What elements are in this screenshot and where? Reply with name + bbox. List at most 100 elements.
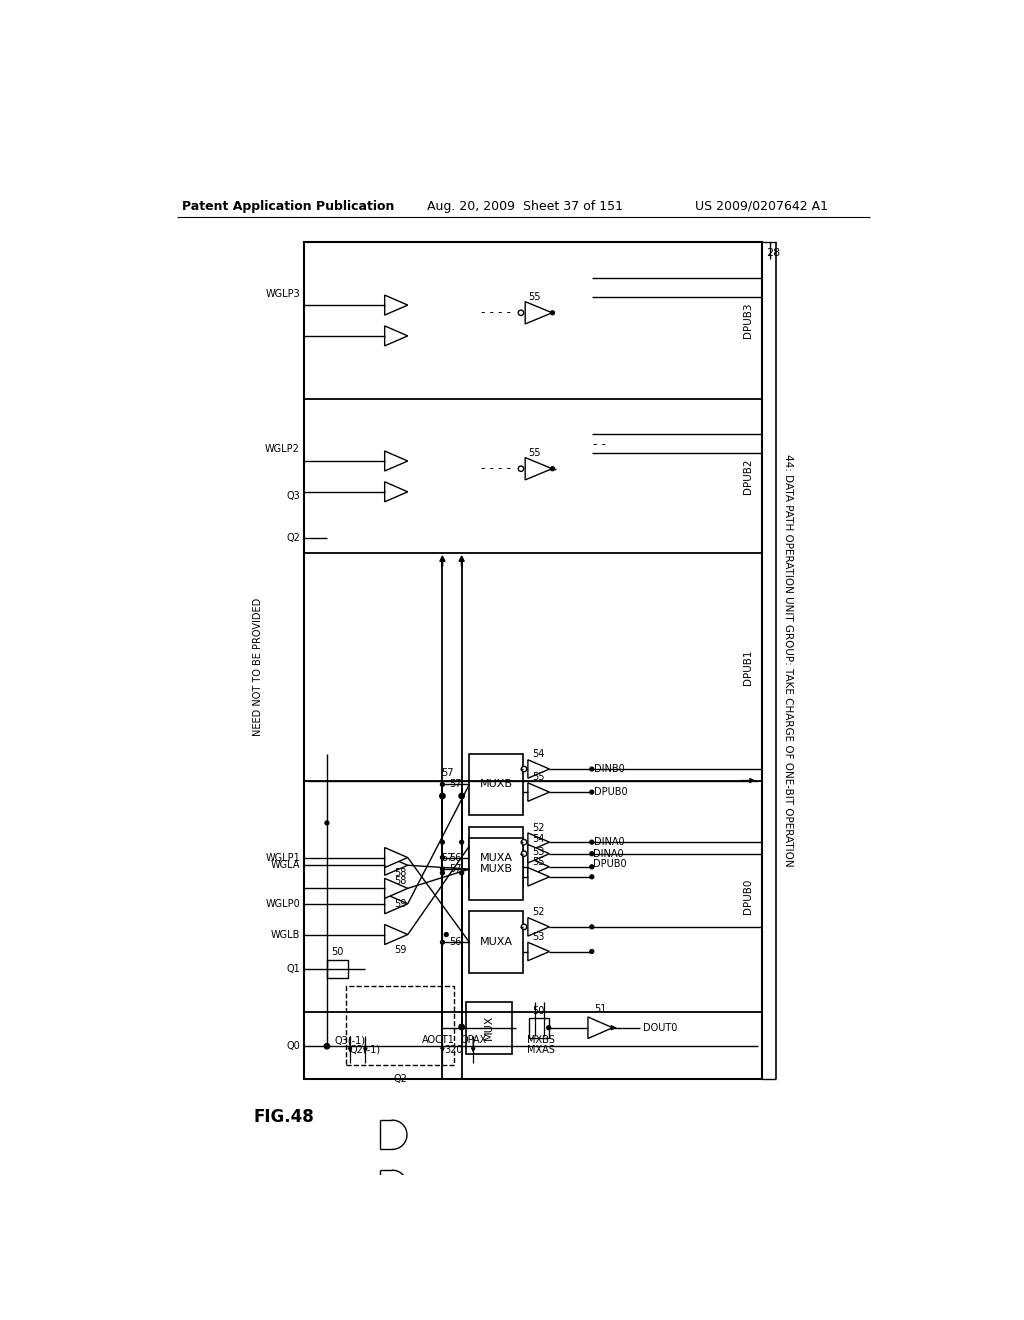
- Polygon shape: [385, 924, 408, 945]
- Bar: [327, 960, 348, 978]
- Circle shape: [440, 841, 444, 843]
- Circle shape: [440, 783, 444, 787]
- Polygon shape: [525, 458, 552, 480]
- Text: 320: 320: [444, 1045, 463, 1055]
- Text: MUXA: MUXA: [480, 853, 513, 862]
- Text: - - - -: - - - -: [481, 306, 511, 319]
- Circle shape: [521, 767, 526, 772]
- Polygon shape: [528, 917, 550, 936]
- Text: Q2(-1): Q2(-1): [350, 1044, 381, 1055]
- Circle shape: [590, 767, 594, 771]
- Polygon shape: [385, 482, 408, 502]
- Text: Aug. 20, 2009  Sheet 37 of 151: Aug. 20, 2009 Sheet 37 of 151: [427, 199, 623, 213]
- Text: WGLP2: WGLP2: [265, 445, 300, 454]
- Bar: [469, 911, 523, 973]
- Text: Patent Application Publication: Patent Application Publication: [182, 199, 394, 213]
- Text: 57: 57: [441, 853, 454, 862]
- Polygon shape: [528, 867, 550, 886]
- Text: AOCT1: AOCT1: [422, 1035, 455, 1045]
- Circle shape: [440, 855, 444, 859]
- Text: 53: 53: [532, 847, 545, 857]
- Bar: [469, 838, 523, 900]
- Circle shape: [521, 851, 526, 857]
- Text: Q2: Q2: [393, 1074, 407, 1084]
- Circle shape: [439, 1024, 445, 1030]
- Polygon shape: [385, 296, 408, 315]
- Circle shape: [518, 310, 523, 315]
- Text: 55: 55: [532, 857, 545, 867]
- Bar: [469, 826, 523, 888]
- Text: 51: 51: [594, 1005, 606, 1014]
- Text: DINA0: DINA0: [594, 837, 625, 847]
- Circle shape: [439, 793, 445, 799]
- Circle shape: [440, 871, 444, 875]
- Text: NEED NOT TO BE PROVIDED: NEED NOT TO BE PROVIDED: [253, 598, 262, 737]
- Text: 53: 53: [532, 932, 545, 942]
- Text: 59: 59: [394, 899, 407, 908]
- Text: MXAS: MXAS: [527, 1045, 555, 1055]
- Circle shape: [590, 851, 594, 855]
- Circle shape: [590, 925, 594, 929]
- Polygon shape: [385, 326, 408, 346]
- Text: Q3: Q3: [287, 491, 300, 500]
- Text: 56: 56: [450, 853, 462, 862]
- Text: 52: 52: [532, 822, 545, 833]
- Text: FIG.48: FIG.48: [254, 1107, 314, 1126]
- Text: 57: 57: [441, 768, 454, 777]
- Text: WGLP1: WGLP1: [265, 853, 300, 862]
- Text: 50: 50: [532, 1006, 545, 1016]
- Circle shape: [521, 924, 526, 929]
- Text: MUXB: MUXB: [480, 865, 513, 874]
- Circle shape: [590, 841, 594, 843]
- Text: OPAX: OPAX: [460, 1035, 486, 1045]
- Polygon shape: [588, 1016, 612, 1039]
- Text: 54: 54: [532, 834, 545, 843]
- Text: 55: 55: [528, 449, 541, 458]
- Polygon shape: [385, 855, 408, 875]
- Text: WGLP0: WGLP0: [265, 899, 300, 908]
- Text: DPUB3: DPUB3: [743, 302, 753, 338]
- Circle shape: [590, 949, 594, 953]
- Text: - -: - -: [593, 437, 606, 450]
- Polygon shape: [525, 302, 552, 323]
- Bar: [469, 754, 523, 816]
- Text: 59: 59: [394, 945, 407, 954]
- Text: DPUB0: DPUB0: [593, 859, 627, 869]
- Text: WGLP3: WGLP3: [265, 289, 300, 298]
- Text: 55: 55: [528, 293, 541, 302]
- Polygon shape: [528, 858, 550, 876]
- Polygon shape: [528, 783, 550, 801]
- Circle shape: [518, 466, 523, 471]
- Text: DOUT0: DOUT0: [643, 1023, 677, 1032]
- Circle shape: [547, 1026, 551, 1030]
- Text: 56: 56: [450, 937, 462, 948]
- Text: 44: DATA PATH OPERATION UNIT GROUP: TAKE CHARGE OF ONE-BIT OPERATION: 44: DATA PATH OPERATION UNIT GROUP: TAKE…: [783, 454, 794, 866]
- Circle shape: [551, 467, 554, 471]
- Polygon shape: [385, 451, 408, 471]
- Text: MUX: MUX: [483, 1015, 494, 1040]
- Text: DPUB0: DPUB0: [743, 878, 753, 913]
- Bar: [466, 1002, 512, 1053]
- Text: - - - -: - - - -: [481, 462, 511, 475]
- Polygon shape: [528, 942, 550, 961]
- Circle shape: [440, 940, 444, 944]
- Polygon shape: [385, 894, 408, 913]
- Text: US 2009/0207642 A1: US 2009/0207642 A1: [695, 199, 828, 213]
- Circle shape: [459, 1024, 464, 1030]
- Text: 55: 55: [532, 772, 545, 783]
- Text: 28: 28: [766, 248, 780, 257]
- Text: Q2: Q2: [286, 533, 300, 543]
- Bar: [304, 242, 762, 1078]
- Circle shape: [590, 865, 594, 869]
- Text: 57: 57: [450, 865, 462, 874]
- Text: MXBS: MXBS: [527, 1035, 555, 1045]
- Text: 50: 50: [332, 948, 344, 957]
- Circle shape: [590, 875, 594, 879]
- Polygon shape: [528, 760, 550, 779]
- Text: Q0: Q0: [287, 1041, 300, 1051]
- Text: Q1: Q1: [287, 964, 300, 974]
- Polygon shape: [528, 833, 550, 851]
- Circle shape: [444, 933, 449, 936]
- Text: 58: 58: [394, 869, 407, 878]
- Text: DINB0: DINB0: [594, 764, 625, 774]
